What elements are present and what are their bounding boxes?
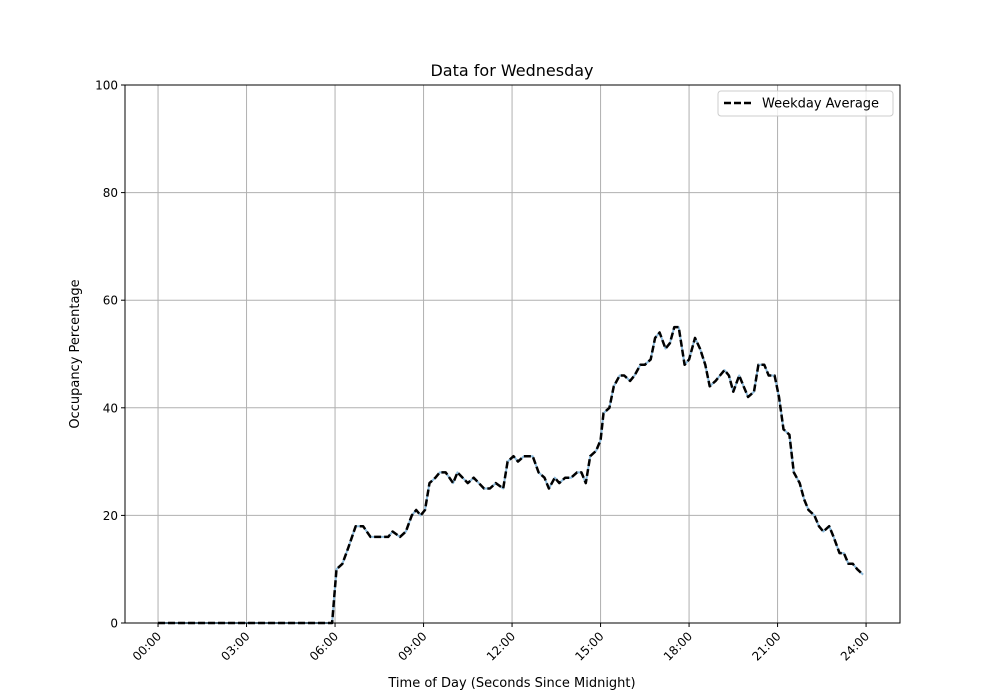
y-tick-label: 100 xyxy=(95,79,118,93)
y-tick-label: 20 xyxy=(103,509,118,523)
y-tick-label: 80 xyxy=(103,186,118,200)
y-tick-label: 60 xyxy=(103,294,118,308)
x-tick-label: 21:00 xyxy=(749,629,783,663)
x-axis-label: Time of Day (Seconds Since Midnight) xyxy=(387,676,635,691)
series-layer xyxy=(158,325,864,625)
y-tick-label: 40 xyxy=(103,401,118,415)
y-tick-label: 0 xyxy=(110,617,118,631)
chart-title: Data for Wednesday xyxy=(430,61,593,80)
x-tick-label: 03:00 xyxy=(218,629,252,663)
x-tick-label: 06:00 xyxy=(307,629,341,663)
series-line-weekday-average xyxy=(158,325,864,625)
x-tick-label: 24:00 xyxy=(838,629,872,663)
x-tick-label: 00:00 xyxy=(130,629,164,663)
legend-box xyxy=(717,90,894,117)
legend-label: Weekday Average xyxy=(762,97,879,112)
legend: Weekday Average xyxy=(717,90,894,117)
x-tick-label: 15:00 xyxy=(572,629,606,663)
x-tick-label: 09:00 xyxy=(395,629,429,663)
y-axis-label: Occupancy Percentage xyxy=(68,279,83,428)
x-tick-label: 18:00 xyxy=(661,629,695,663)
x-tick-label: 12:00 xyxy=(484,629,518,663)
grid xyxy=(125,84,900,624)
ticks: 00:00 03:00 06:00 09:00 12:00 15:00 18:00 21:00… xyxy=(95,79,872,664)
